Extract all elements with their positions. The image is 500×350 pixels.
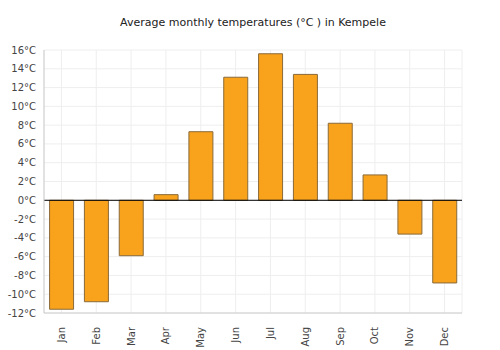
svg-text:6°C: 6°C (18, 138, 36, 149)
svg-text:Oct: Oct (369, 327, 380, 344)
svg-text:-4°C: -4°C (14, 232, 36, 243)
svg-text:-12°C: -12°C (8, 308, 36, 319)
svg-text:Sep: Sep (335, 327, 346, 346)
svg-text:16°C: 16°C (11, 45, 36, 56)
svg-text:10°C: 10°C (11, 101, 36, 112)
svg-text:-6°C: -6°C (14, 251, 36, 262)
svg-text:Jan: Jan (56, 327, 67, 343)
svg-text:May: May (195, 327, 206, 348)
svg-text:4°C: 4°C (18, 157, 36, 168)
svg-text:8°C: 8°C (18, 120, 36, 131)
svg-text:14°C: 14°C (11, 63, 36, 74)
svg-text:Dec: Dec (439, 327, 450, 346)
svg-text:Mar: Mar (126, 326, 137, 346)
svg-text:-2°C: -2°C (14, 214, 36, 225)
svg-text:12°C: 12°C (11, 82, 36, 93)
svg-text:-8°C: -8°C (14, 270, 36, 281)
svg-text:Apr: Apr (160, 326, 171, 344)
svg-text:Aug: Aug (300, 327, 311, 347)
svg-text:Feb: Feb (91, 327, 102, 345)
svg-text:Jul: Jul (265, 327, 276, 340)
svg-text:Nov: Nov (404, 327, 415, 347)
svg-text:-10°C: -10°C (8, 289, 36, 300)
html-text:Average monthly temperatures (: Average monthly temperatures (°C ) in Ke… (120, 16, 386, 29)
svg-text:Jun: Jun (230, 327, 241, 344)
svg-text:0°C: 0°C (18, 195, 36, 206)
svg-text:2°C: 2°C (18, 176, 36, 187)
